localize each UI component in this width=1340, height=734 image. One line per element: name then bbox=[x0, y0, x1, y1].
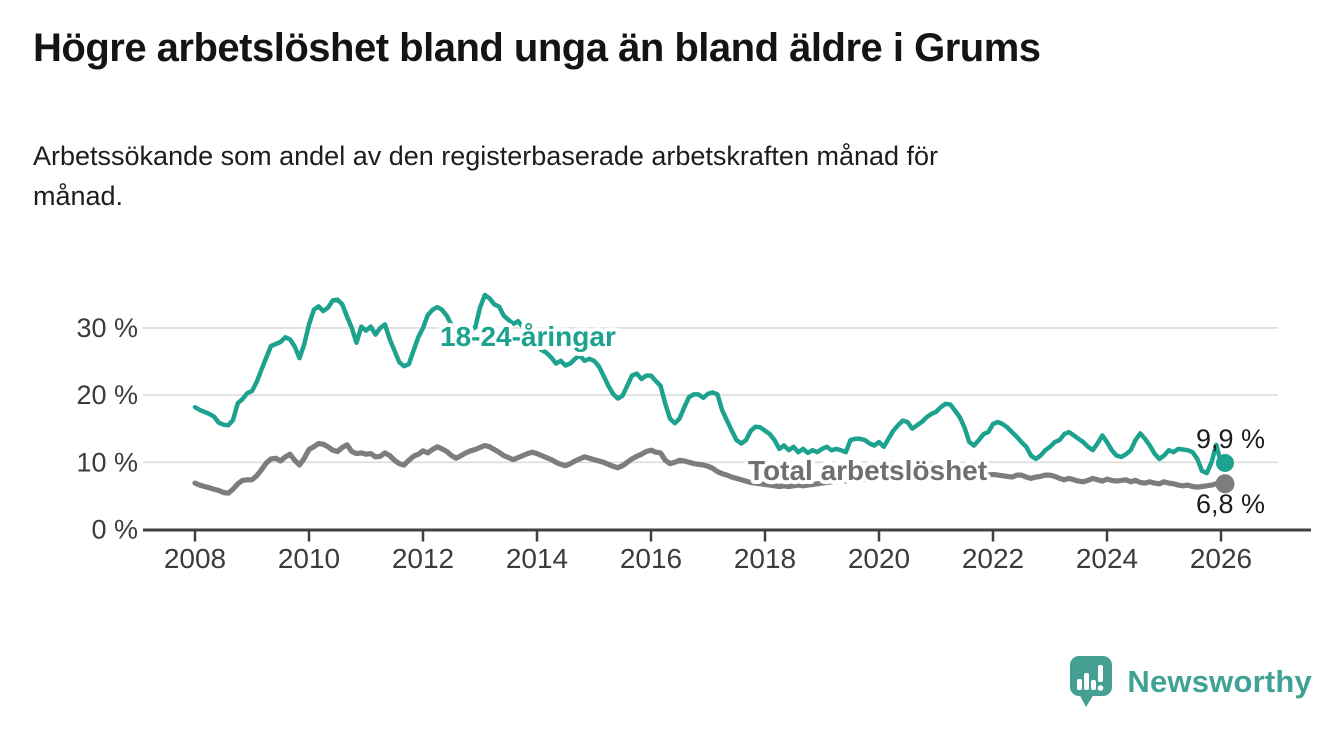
speech-bubble-icon bbox=[1070, 656, 1113, 707]
newsworthy-logo-icon bbox=[1070, 656, 1113, 707]
x-tick-label-2024: 2024 bbox=[1076, 543, 1138, 574]
x-tick-label-2016: 2016 bbox=[620, 543, 682, 574]
newsworthy-logo: Newsworthy bbox=[1069, 654, 1312, 710]
x-tick-label-2010: 2010 bbox=[278, 543, 340, 574]
series-label-youth: 18-24-åringar bbox=[440, 321, 616, 352]
series-line-youth bbox=[192, 292, 1224, 476]
endpoint-dot-youth bbox=[1216, 453, 1234, 472]
y-tick-label-30: 30 % bbox=[76, 313, 138, 343]
newsworthy-logo-text: Newsworthy bbox=[1127, 664, 1312, 699]
x-tick-label-2008: 2008 bbox=[164, 543, 226, 574]
series-line-total bbox=[192, 440, 1224, 496]
subtitle-line-1: Arbetssökande som andel av den registerb… bbox=[33, 141, 939, 171]
end-value-label-total: 6,8 % bbox=[1196, 489, 1265, 519]
y-tick-label-20: 20 % bbox=[76, 380, 138, 410]
bar-chart-glyph bbox=[1077, 679, 1083, 690]
x-tick-label-2022: 2022 bbox=[962, 543, 1024, 574]
x-tick-label-2020: 2020 bbox=[848, 543, 910, 574]
exclamation-glyph bbox=[1098, 665, 1104, 682]
series-label-total: Total arbetslöshet bbox=[748, 455, 987, 486]
page-title: Högre arbetslöshet bland unga än bland ä… bbox=[33, 26, 1041, 70]
subtitle-line-2: månad. bbox=[33, 181, 124, 211]
x-tick-label-2012: 2012 bbox=[392, 543, 454, 574]
y-tick-label-0: 0 % bbox=[91, 515, 138, 545]
y-tick-label-10: 10 % bbox=[76, 447, 138, 477]
x-tick-label-2026: 2026 bbox=[1190, 543, 1252, 574]
x-tick-label-2014: 2014 bbox=[506, 543, 568, 574]
x-tick-label-2018: 2018 bbox=[734, 543, 796, 574]
end-value-label-youth: 9,9 % bbox=[1196, 424, 1265, 454]
chart-subtitle: Arbetssökande som andel av den registerb… bbox=[33, 136, 1313, 216]
endpoint-dot-total bbox=[1215, 474, 1235, 494]
